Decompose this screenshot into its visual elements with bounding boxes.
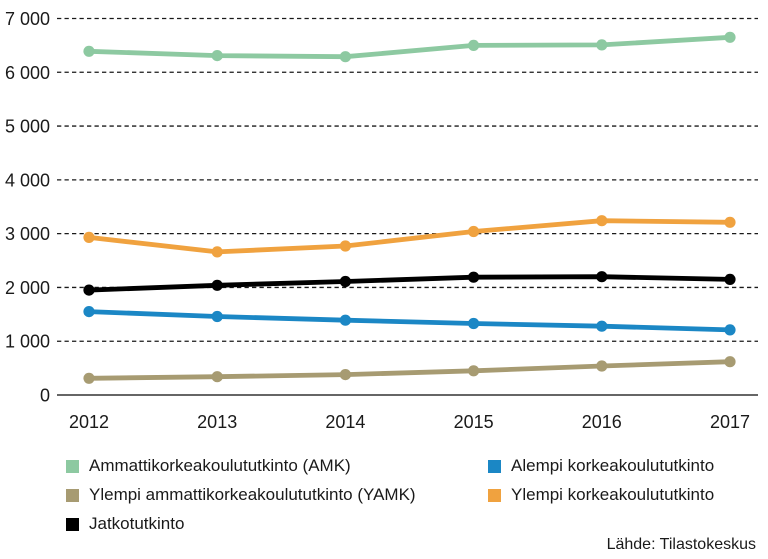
data-point	[468, 271, 480, 283]
data-point	[339, 314, 351, 326]
x-tick-label: 2012	[69, 412, 109, 432]
x-tick-label: 2014	[325, 412, 365, 432]
data-point	[596, 271, 608, 283]
data-point	[83, 372, 95, 384]
y-tick-label: 4 000	[5, 170, 50, 190]
legend-swatch-icon	[66, 488, 79, 502]
data-point	[596, 39, 608, 51]
legend-label: Jatkotutkinto	[89, 514, 185, 533]
legend-label: Ylempi korkeakoulututkinto	[511, 485, 715, 504]
data-point	[468, 225, 480, 238]
data-point	[596, 215, 608, 227]
data-point	[724, 31, 736, 43]
series-line	[86, 309, 733, 333]
y-tick-label: 1 000	[5, 332, 50, 352]
series-line	[86, 359, 733, 381]
data-point	[211, 310, 223, 323]
y-tick-label: 2 000	[5, 278, 50, 298]
data-point	[339, 51, 351, 63]
data-point	[339, 240, 351, 252]
data-point	[596, 360, 608, 372]
legend-swatch-icon	[66, 517, 79, 531]
legend-item: Ylempi ammattikorkeakoulututkinto (YAMK)	[66, 485, 416, 504]
legend-item: Ylempi korkeakoulututkinto	[488, 485, 715, 504]
legend-label: Ylempi ammattikorkeakoulututkinto (YAMK)	[89, 485, 416, 504]
legend-swatch-icon	[488, 488, 501, 502]
legend-swatch-icon	[66, 459, 79, 473]
data-point	[83, 306, 95, 318]
y-tick-label: 7 000	[5, 9, 50, 29]
series-line	[86, 274, 733, 293]
series-line	[86, 218, 733, 255]
x-tick-label: 2017	[710, 412, 750, 432]
data-point	[83, 45, 95, 57]
data-point	[211, 371, 223, 383]
source-label: Lähde: Tilastokeskus	[606, 536, 756, 553]
data-point	[468, 365, 480, 377]
data-point	[83, 231, 95, 243]
data-point	[724, 273, 736, 285]
y-tick-label: 6 000	[5, 63, 50, 83]
legend-item: Alempi korkeakoulututkinto	[488, 456, 715, 475]
data-point	[468, 317, 480, 330]
y-tick-label: 5 000	[5, 117, 50, 137]
data-point	[211, 246, 223, 258]
y-tick-label: 3 000	[5, 224, 50, 244]
data-point	[83, 284, 95, 296]
data-point	[724, 216, 736, 228]
legend-swatch-icon	[488, 459, 501, 473]
legend-item: Ammattikorkeakoulututkinto (AMK)	[66, 456, 351, 475]
data-point	[339, 369, 351, 381]
y-tick-label: 0	[40, 386, 50, 406]
legend-label: Alempi korkeakoulututkinto	[511, 456, 715, 475]
data-point	[596, 320, 608, 332]
series-line	[86, 34, 733, 60]
data-point	[339, 275, 351, 288]
data-point	[211, 279, 223, 291]
x-tick-label: 2013	[197, 412, 237, 432]
data-point	[468, 39, 480, 52]
line-chart-svg: 0 1 000 2 000 3 000 4 000 5 000 6 000 7 000 2012…	[5, 9, 758, 432]
data-point	[211, 50, 223, 62]
legend-item: Jatkotutkinto	[66, 514, 185, 533]
x-tick-label: 2015	[454, 412, 494, 432]
legend-label: Ammattikorkeakoulututkinto (AMK)	[89, 456, 351, 475]
x-tick-label: 2016	[582, 412, 622, 432]
data-point	[724, 324, 736, 336]
data-point	[724, 356, 736, 368]
